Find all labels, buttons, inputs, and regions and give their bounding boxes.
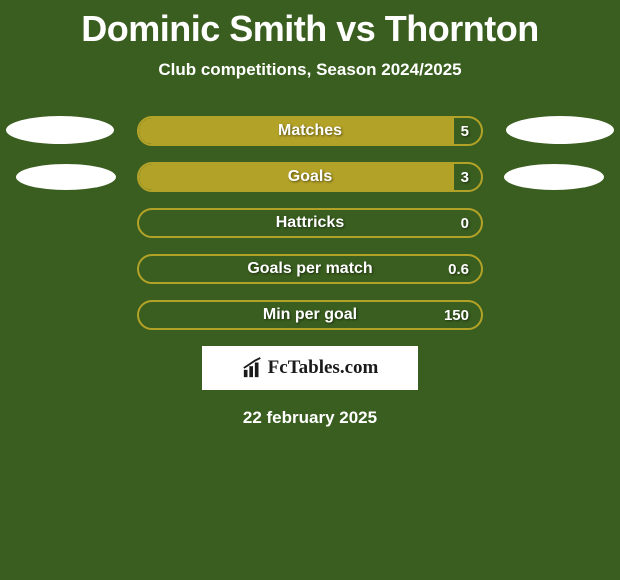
stat-label: Min per goal (139, 302, 481, 328)
stat-row: Goals 3 (137, 162, 483, 192)
stat-row: Hattricks 0 (137, 208, 483, 238)
stat-label: Goals per match (139, 256, 481, 282)
stat-label: Matches (139, 118, 481, 144)
bar-chart-icon (242, 357, 264, 379)
player-right-avatar-2 (504, 164, 604, 190)
fctables-logo[interactable]: FcTables.com (202, 346, 418, 390)
player-left-avatar-2 (16, 164, 116, 190)
stat-row: Matches 5 (137, 116, 483, 146)
stats-area: Matches 5 Goals 3 Hattricks 0 Goals per … (0, 116, 620, 330)
stat-value: 0.6 (448, 256, 469, 282)
stat-value: 150 (444, 302, 469, 328)
stat-row: Goals per match 0.6 (137, 254, 483, 284)
date-label: 22 february 2025 (0, 408, 620, 428)
stat-label: Hattricks (139, 210, 481, 236)
stat-row: Min per goal 150 (137, 300, 483, 330)
logo-text: FcTables.com (268, 357, 379, 379)
season-subtitle: Club competitions, Season 2024/2025 (0, 60, 620, 80)
player-left-avatar (6, 116, 114, 144)
stat-label: Goals (139, 164, 481, 190)
stat-value: 0 (461, 210, 469, 236)
stat-value: 5 (461, 118, 469, 144)
player-right-avatar (506, 116, 614, 144)
stat-value: 3 (461, 164, 469, 190)
page-title: Dominic Smith vs Thornton (0, 0, 620, 50)
